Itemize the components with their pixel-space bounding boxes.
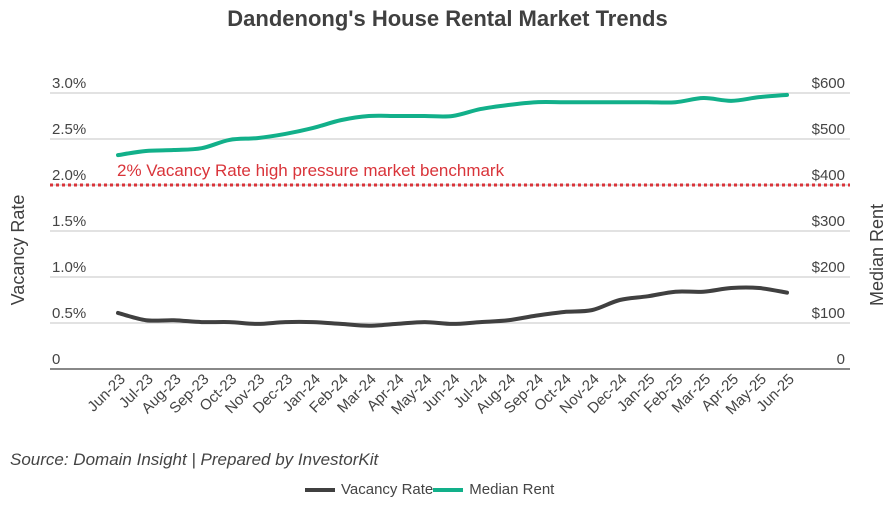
left-tick-label: 1.0% bbox=[52, 259, 86, 276]
right-tick-label: $500 bbox=[812, 121, 845, 138]
chart-plot: 0 0 0.5% $100 1.0% $200 1.5% $300 2.0% $400 2.5% $5… bbox=[8, 75, 887, 418]
right-tick-label: $200 bbox=[812, 259, 845, 276]
right-axis-label: Median Rent bbox=[867, 204, 887, 306]
right-tick-label: $100 bbox=[812, 305, 845, 322]
right-tick-label: $300 bbox=[812, 213, 845, 230]
right-tick-label: $400 bbox=[812, 167, 845, 184]
legend-swatch bbox=[433, 487, 464, 492]
left-tick-label: 0.5% bbox=[52, 305, 86, 322]
median-rent-line bbox=[116, 92, 789, 158]
legend-item-rent: Median Rent bbox=[433, 481, 554, 498]
right-tick-label: 0 bbox=[837, 351, 845, 368]
left-tick-label: 2.0% bbox=[52, 167, 86, 184]
legend-label: Vacancy Rate bbox=[341, 481, 434, 498]
benchmark-label: 2% Vacancy Rate high pressure market ben… bbox=[117, 161, 505, 180]
left-tick-label: 1.5% bbox=[52, 213, 86, 230]
left-tick-label: 2.5% bbox=[52, 121, 86, 138]
legend: Vacancy Rate Median Rent bbox=[305, 481, 554, 498]
left-tick-label: 3.0% bbox=[52, 75, 86, 92]
left-axis-label: Vacancy Rate bbox=[8, 195, 28, 306]
source-note: Source: Domain Insight | Prepared by Inv… bbox=[10, 450, 379, 469]
left-tick-label: 0 bbox=[52, 351, 60, 368]
legend-swatch bbox=[305, 487, 335, 492]
right-tick-label: $600 bbox=[812, 75, 845, 92]
legend-label: Median Rent bbox=[469, 481, 555, 498]
legend-item-vacancy: Vacancy Rate bbox=[305, 481, 433, 498]
vacancy-rate-line bbox=[116, 285, 789, 328]
chart-title: Dandenong's House Rental Market Trends bbox=[227, 6, 668, 31]
